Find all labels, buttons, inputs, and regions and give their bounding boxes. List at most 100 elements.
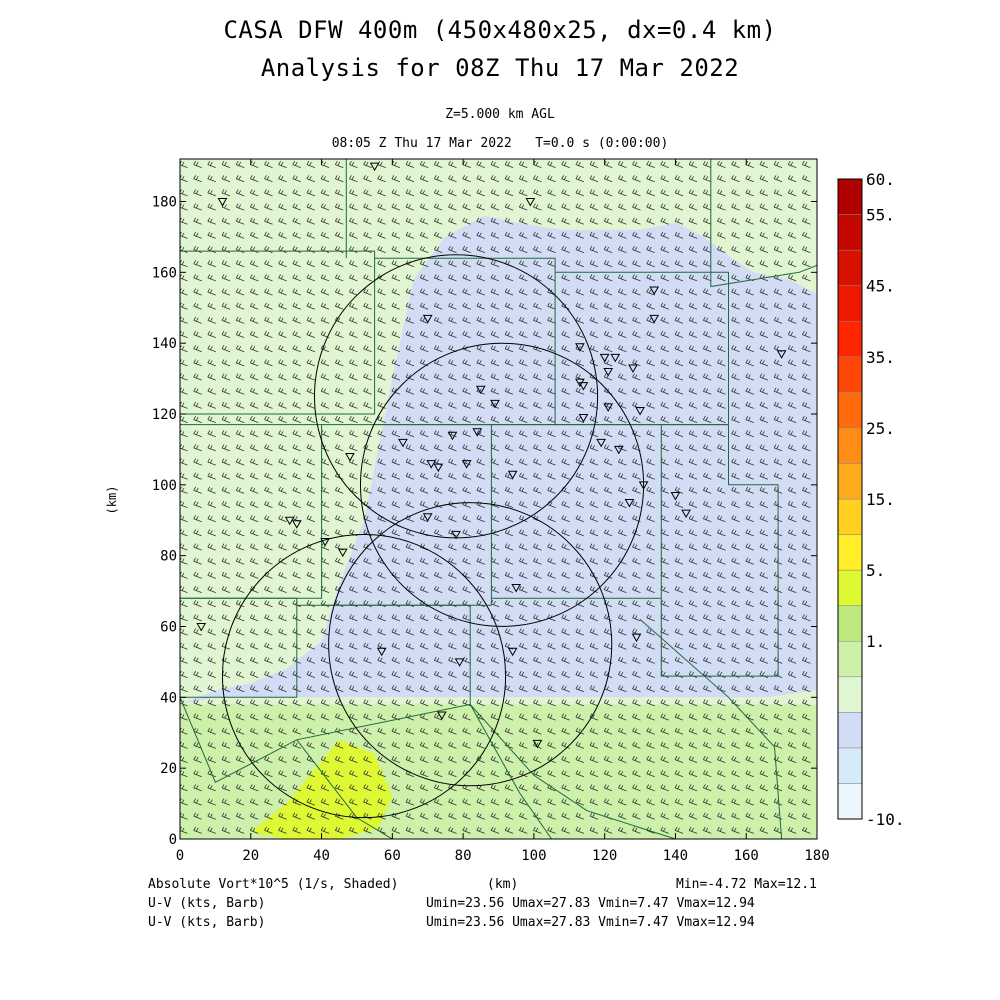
wind-barb [660, 245, 669, 253]
wind-barb [405, 741, 415, 749]
wind-barb [377, 373, 386, 381]
wind-barb [674, 515, 684, 523]
wind-barb [235, 812, 245, 820]
wind-barb [320, 812, 330, 820]
x-axis-label: (km) [487, 877, 519, 892]
wind-barb [193, 387, 202, 395]
wind-barb [547, 486, 556, 494]
wind-barb [193, 260, 202, 268]
wind-barb [377, 203, 386, 211]
wind-barb [533, 245, 542, 253]
wind-barb [731, 486, 740, 494]
station-marker [575, 343, 585, 352]
wind-barb [632, 670, 641, 678]
wind-barb [391, 175, 401, 183]
wind-barb [207, 826, 216, 834]
wind-barb [773, 727, 783, 735]
wind-barb [674, 529, 684, 537]
wind-barb [632, 231, 641, 239]
wind-barb [547, 515, 556, 523]
wind-barb [589, 770, 599, 778]
wind-barb [603, 330, 613, 338]
wind-barb [646, 486, 655, 494]
wind-barb [363, 387, 372, 395]
wind-barb [518, 302, 528, 310]
wind-barb [476, 458, 485, 466]
wind-barb [405, 472, 415, 480]
wind-barb [278, 614, 287, 622]
wind-barb [575, 529, 585, 537]
wind-barb [745, 642, 754, 650]
wind-barb [561, 458, 570, 466]
wind-barb [221, 755, 231, 763]
wind-barb [264, 699, 273, 707]
wind-barb [518, 642, 528, 650]
wind-barb [547, 160, 556, 168]
wind-barb [433, 685, 443, 693]
x-tick-label: 160 [734, 848, 759, 864]
wind-barb [249, 444, 259, 452]
wind-barb [518, 812, 528, 820]
wind-barb [278, 529, 287, 537]
wind-barb [632, 415, 641, 423]
wind-barb [660, 316, 669, 324]
wind-barb [745, 741, 754, 749]
station-marker [649, 286, 660, 296]
wind-barb [334, 345, 344, 353]
wind-barb [759, 486, 769, 494]
wind-barb [717, 288, 726, 296]
wind-barb [561, 784, 570, 792]
wind-barb [504, 330, 514, 338]
wind-barb [363, 826, 372, 834]
wind-barb [292, 500, 301, 508]
wind-barb [334, 713, 344, 721]
wind-barb [249, 515, 259, 523]
wind-barb [660, 330, 669, 338]
wind-barb [589, 670, 599, 678]
wind-barb [476, 770, 485, 778]
wind-barb [320, 203, 330, 211]
wind-barb [731, 189, 740, 197]
wind-barb [405, 458, 415, 466]
wind-barb [731, 571, 740, 579]
wind-barb [547, 316, 556, 324]
wind-barb [490, 770, 500, 778]
wind-barb [575, 175, 585, 183]
wind-barb [363, 472, 372, 480]
wind-barb [391, 642, 401, 650]
wind-barb [518, 529, 528, 537]
wind-barb [575, 288, 585, 296]
wind-barb [235, 543, 245, 551]
wind-barb [660, 826, 669, 834]
wind-barb [462, 245, 471, 253]
wind-barb [787, 585, 797, 593]
wind-barb [561, 713, 570, 721]
wind-barb [207, 231, 216, 239]
wind-barb [533, 500, 542, 508]
wind-barb [433, 486, 443, 494]
wind-barb [504, 826, 514, 834]
wind-barb [717, 529, 726, 537]
wind-barb [717, 231, 726, 239]
wind-barb [292, 585, 301, 593]
wind-barb [391, 656, 401, 664]
wind-barb [518, 571, 528, 579]
wind-barb [462, 302, 471, 310]
station-marker [776, 350, 787, 359]
wind-barb [320, 798, 330, 806]
wind-barb [802, 727, 811, 735]
wind-barb [363, 486, 372, 494]
vorticity-region-0 [180, 215, 817, 705]
wind-barb [306, 628, 316, 636]
wind-barb [632, 755, 641, 763]
wind-barb [433, 585, 443, 593]
station-marker [475, 385, 486, 395]
wind-barb [646, 302, 655, 310]
wind-barb [674, 330, 684, 338]
wind-barb [802, 486, 811, 494]
wind-barb [575, 189, 585, 197]
wind-barb [674, 741, 684, 749]
wind-barb [802, 628, 811, 636]
wind-barb [278, 288, 287, 296]
wind-barb [349, 741, 358, 749]
